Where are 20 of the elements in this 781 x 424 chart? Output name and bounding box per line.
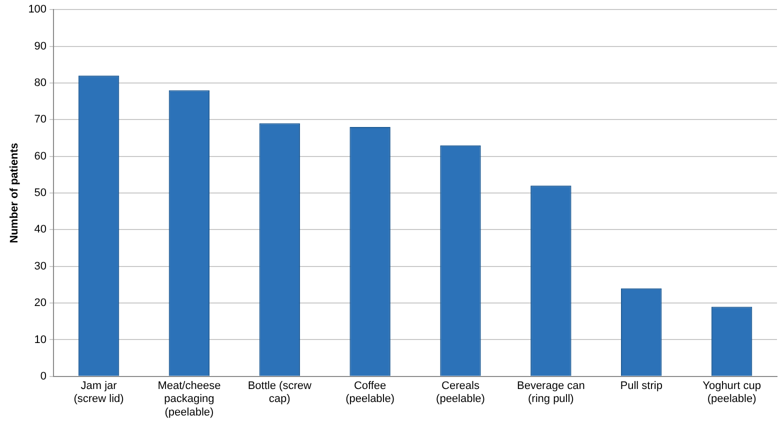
- x-tick-label: Cereals (peelable): [436, 380, 485, 406]
- y-tick-label: 50: [34, 187, 47, 200]
- x-tick-label: Bottle (screw cap): [248, 380, 312, 406]
- y-tick-label: 30: [34, 260, 47, 272]
- y-tick-label: 70: [34, 114, 47, 126]
- x-tick-label: Coffee (peelable): [346, 380, 395, 406]
- y-axis-title: Number of patients: [8, 142, 21, 244]
- y-tick-label: 20: [34, 297, 47, 310]
- x-tick-label: Yoghurt cup (peelable): [702, 380, 761, 406]
- y-tick-label: 0: [40, 370, 47, 382]
- x-tick-label: Beverage can (ring pull): [516, 380, 585, 406]
- y-tick-label: 40: [34, 224, 47, 236]
- y-tick-label: 80: [34, 76, 47, 89]
- y-tick-label: 10: [34, 334, 47, 346]
- x-tick-label: Jam jar (screw lid): [74, 380, 124, 406]
- y-tick-label: 90: [34, 40, 47, 52]
- x-tick-label: Pull strip: [620, 380, 662, 392]
- y-tick-label: 100: [28, 4, 47, 16]
- x-tick-label: Meat/cheese packaging (peelable): [158, 380, 221, 418]
- y-tick-label: 60: [34, 150, 47, 162]
